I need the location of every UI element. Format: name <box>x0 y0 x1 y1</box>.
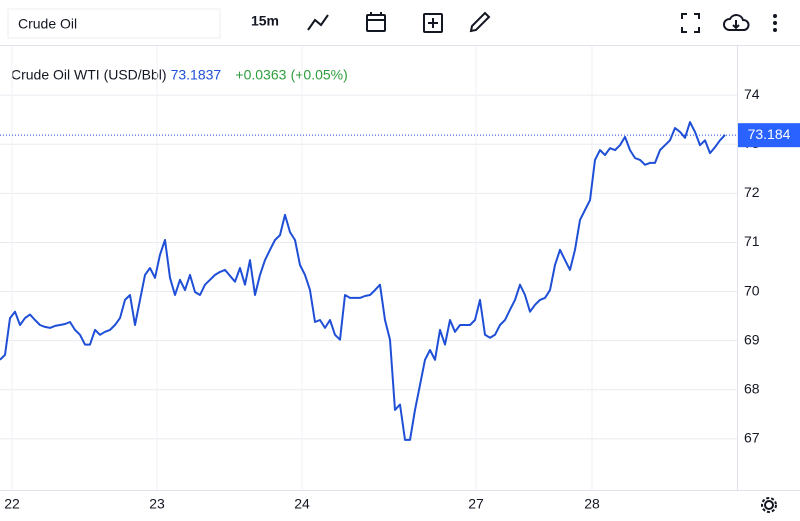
more-icon[interactable] <box>773 14 777 32</box>
price-line <box>0 121 726 441</box>
y-tick-label: 71 <box>744 233 760 249</box>
fullscreen-icon[interactable] <box>681 13 700 33</box>
draw-icon[interactable] <box>469 11 491 33</box>
y-tick-label: 74 <box>744 86 760 102</box>
x-tick-label: 23 <box>149 496 165 512</box>
last-price-box <box>738 123 800 148</box>
x-tick-label: 22 <box>4 496 20 512</box>
settings-icon[interactable] <box>761 497 777 513</box>
quote-change: +0.0363 <box>235 67 286 83</box>
chart-type-icon[interactable] <box>307 14 329 31</box>
symbol-text: Crude Oil <box>18 16 77 32</box>
calendar-icon[interactable] <box>366 12 386 32</box>
quote-price: 73.1837 <box>171 67 222 83</box>
x-tick-label: 28 <box>584 496 600 512</box>
quote-change-pct: (+0.05%) <box>291 67 348 83</box>
y-tick-label: 69 <box>744 331 760 347</box>
add-icon[interactable] <box>423 13 443 33</box>
y-tick-label: 72 <box>744 184 760 200</box>
y-tick-label: 67 <box>744 430 760 446</box>
x-tick-label: 27 <box>468 496 484 512</box>
symbol-input[interactable] <box>7 8 221 39</box>
download-icon[interactable] <box>723 14 750 31</box>
y-tick-label: 68 <box>744 380 760 396</box>
interval-button[interactable]: 15m <box>251 13 279 29</box>
x-tick-label: 24 <box>294 496 310 512</box>
y-tick-label: 70 <box>744 282 760 298</box>
quote-name: Crude Oil WTI (USD/Bbl) <box>11 67 167 83</box>
last-price-label: 73.184 <box>748 126 791 142</box>
